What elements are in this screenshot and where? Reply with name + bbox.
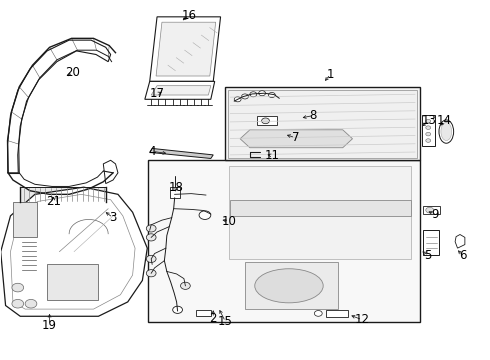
- Circle shape: [315, 311, 322, 316]
- Bar: [422, 116, 435, 146]
- Text: 3: 3: [109, 211, 117, 224]
- Ellipse shape: [439, 120, 454, 143]
- Polygon shape: [150, 148, 213, 158]
- Circle shape: [426, 132, 431, 136]
- Text: 10: 10: [222, 215, 237, 228]
- Ellipse shape: [255, 269, 323, 303]
- Circle shape: [426, 139, 431, 142]
- Bar: [47, 264, 98, 300]
- Circle shape: [147, 234, 156, 241]
- Bar: [326, 310, 347, 317]
- Bar: [257, 116, 277, 126]
- Text: 1: 1: [327, 68, 334, 81]
- Text: 20: 20: [66, 66, 80, 79]
- Polygon shape: [228, 90, 417, 158]
- Circle shape: [147, 225, 156, 232]
- Circle shape: [426, 120, 431, 123]
- Polygon shape: [151, 86, 211, 95]
- Circle shape: [172, 306, 182, 314]
- Bar: [148, 160, 420, 321]
- Bar: [170, 187, 179, 198]
- Circle shape: [250, 92, 257, 97]
- Circle shape: [234, 97, 241, 102]
- Text: 7: 7: [292, 131, 299, 144]
- Circle shape: [262, 118, 270, 124]
- Circle shape: [269, 93, 275, 98]
- Text: 5: 5: [424, 249, 432, 262]
- Text: 21: 21: [46, 195, 61, 208]
- Polygon shape: [7, 40, 111, 173]
- Bar: [230, 200, 411, 216]
- Text: 14: 14: [437, 114, 452, 127]
- Polygon shape: [103, 160, 118, 184]
- Circle shape: [259, 91, 266, 96]
- Text: 13: 13: [421, 114, 436, 127]
- Text: 4: 4: [148, 145, 156, 158]
- Circle shape: [147, 255, 156, 262]
- Polygon shape: [150, 17, 220, 81]
- Polygon shape: [156, 22, 216, 76]
- Circle shape: [242, 94, 248, 99]
- Text: 11: 11: [265, 149, 280, 162]
- Bar: [20, 187, 106, 202]
- Text: 2: 2: [210, 311, 217, 325]
- Text: 12: 12: [355, 313, 370, 327]
- Circle shape: [180, 282, 190, 289]
- Bar: [423, 230, 440, 255]
- Circle shape: [12, 300, 24, 308]
- Text: 6: 6: [459, 249, 466, 262]
- Circle shape: [426, 126, 431, 130]
- Text: 9: 9: [431, 208, 439, 221]
- Polygon shape: [145, 81, 215, 99]
- Polygon shape: [0, 187, 147, 316]
- Text: 16: 16: [181, 9, 196, 22]
- Text: 15: 15: [218, 315, 233, 328]
- Bar: [423, 206, 441, 215]
- Circle shape: [25, 300, 37, 308]
- Text: 18: 18: [169, 181, 184, 194]
- Ellipse shape: [441, 123, 452, 140]
- Circle shape: [426, 207, 434, 213]
- Polygon shape: [229, 166, 411, 259]
- Circle shape: [147, 270, 156, 277]
- Polygon shape: [240, 130, 352, 148]
- Bar: [245, 262, 338, 309]
- Bar: [196, 310, 211, 316]
- Circle shape: [12, 283, 24, 292]
- Circle shape: [199, 211, 211, 220]
- Text: 8: 8: [310, 109, 317, 122]
- Polygon shape: [455, 234, 465, 248]
- Text: 17: 17: [149, 87, 165, 100]
- Bar: [225, 87, 420, 160]
- Text: 19: 19: [42, 319, 57, 332]
- Bar: [13, 202, 37, 237]
